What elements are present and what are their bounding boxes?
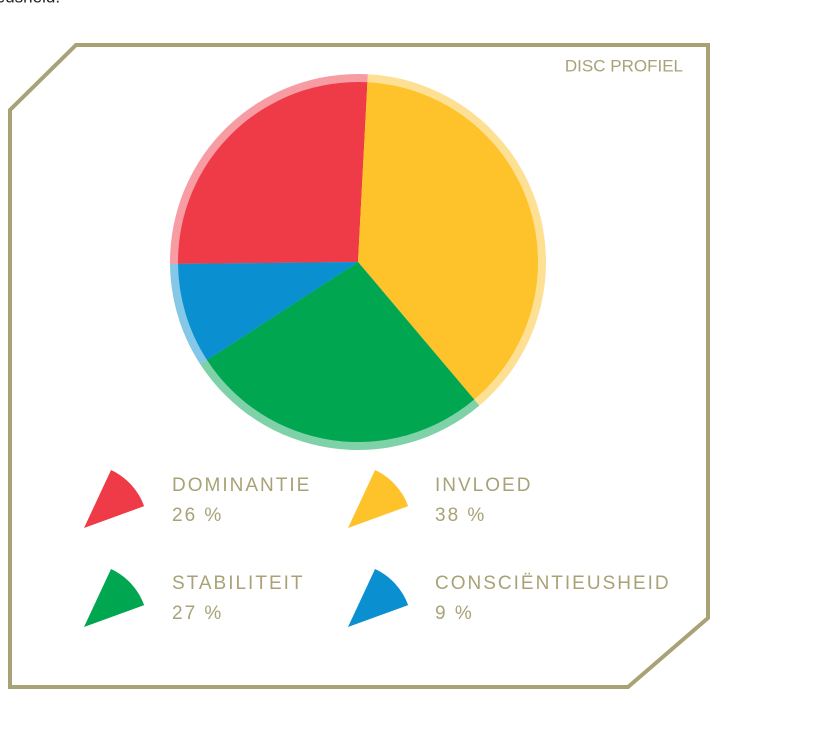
- legend-label: CONSCIËNTIEUSHEID: [435, 573, 671, 594]
- legend-icon: [348, 469, 409, 528]
- pie-slice: [178, 262, 358, 361]
- legend-value: 27 %: [172, 603, 223, 624]
- chart-title: DISC PROFIEL: [565, 56, 683, 75]
- pie-slice: [207, 262, 475, 442]
- pie-slice: [358, 82, 538, 400]
- legend-label: INVLOED: [435, 475, 532, 496]
- legend-icon: [84, 469, 145, 528]
- legend-value: 26 %: [172, 505, 223, 526]
- legend-value: 38 %: [435, 505, 486, 526]
- frame: [8, 43, 710, 689]
- legend-label: DOMINANTIE: [172, 475, 311, 496]
- legend-icon: [348, 568, 409, 627]
- legend-label: STABILITEIT: [172, 573, 305, 594]
- legend-icon: [84, 568, 145, 627]
- pie-slice: [178, 82, 368, 264]
- intro-text: ieusheid.: [0, 0, 60, 6]
- legend-value: 9 %: [435, 603, 474, 624]
